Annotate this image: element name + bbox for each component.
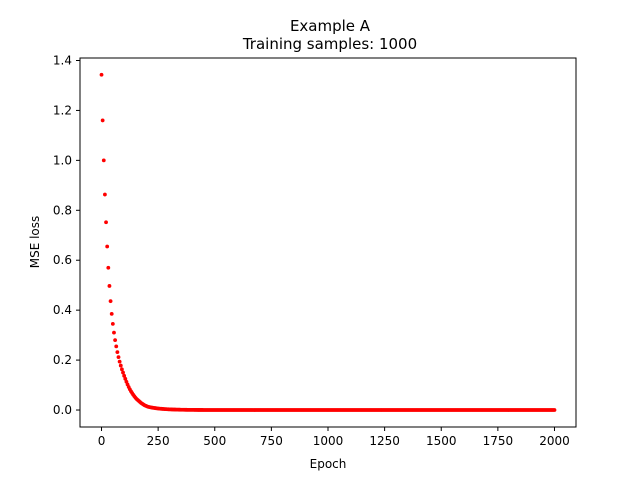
y-tick-label: 0.8 — [53, 203, 72, 217]
chart-subtitle: Training samples: 1000 — [242, 35, 417, 53]
data-point — [105, 244, 110, 249]
data-point — [120, 367, 124, 372]
y-tick-label: 0.0 — [53, 403, 72, 417]
x-tick-label: 2000 — [539, 434, 570, 448]
x-tick-label: 0 — [98, 434, 106, 448]
data-point — [101, 158, 106, 163]
y-tick-label: 0.2 — [53, 353, 72, 367]
data-points — [99, 72, 557, 412]
y-tick-label: 1.4 — [53, 53, 72, 67]
data-point — [123, 376, 128, 381]
data-point — [112, 330, 116, 335]
x-axis-ticks: 0 250 500 750 1000 1250 1500 1750 2000 — [98, 427, 570, 448]
data-point — [121, 370, 125, 375]
x-tick-label: 1500 — [426, 434, 457, 448]
y-axis-label: MSE loss — [28, 216, 42, 269]
data-point — [113, 338, 118, 343]
data-point — [114, 344, 119, 349]
chart-title: Example A — [290, 17, 371, 35]
x-tick-label: 1000 — [313, 434, 344, 448]
x-tick-label: 250 — [147, 434, 170, 448]
plot-frame — [79, 57, 577, 428]
data-point — [117, 359, 122, 364]
x-axis-label: Epoch — [310, 457, 347, 471]
y-tick-label: 0.4 — [53, 303, 72, 317]
x-tick-label: 750 — [260, 434, 283, 448]
data-point — [108, 299, 113, 304]
x-tick-label: 1250 — [369, 434, 400, 448]
x-tick-label: 500 — [203, 434, 226, 448]
x-tick-label: 1750 — [483, 434, 514, 448]
data-point — [106, 265, 111, 270]
data-point — [104, 220, 108, 225]
data-point — [99, 72, 104, 77]
data-point — [552, 408, 557, 412]
data-point — [109, 312, 114, 316]
data-point — [103, 192, 107, 197]
data-point — [118, 363, 123, 368]
y-axis-ticks: 0.0 0.2 0.4 0.6 0.8 1.0 1.2 1.4 — [53, 53, 80, 417]
y-tick-label: 0.6 — [53, 253, 72, 267]
y-tick-label: 1.0 — [53, 153, 72, 167]
data-point — [115, 350, 120, 354]
data-point — [122, 373, 127, 378]
data-point — [107, 284, 112, 288]
data-point — [116, 355, 121, 359]
data-point — [110, 321, 115, 326]
y-tick-label: 1.2 — [53, 103, 72, 117]
data-point — [100, 118, 105, 123]
